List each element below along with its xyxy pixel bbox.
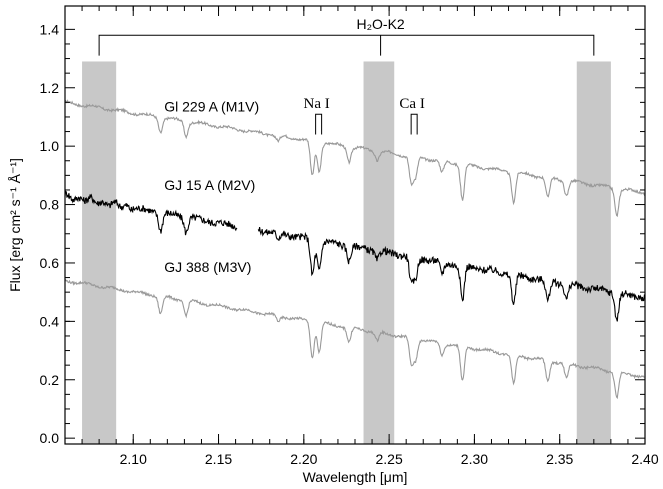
plot-frame (64, 5, 646, 445)
series-line-1 (65, 99, 646, 218)
y-tick-label-3: 0.6 (40, 255, 60, 271)
y-tick-label-1: 0.2 (40, 372, 60, 388)
series-label-3: GJ 388 (M3V) (164, 259, 251, 275)
series-line-3 (64, 279, 645, 400)
x-axis-label: Wavelength [μm] (303, 469, 408, 485)
y-tick-label-6: 1.2 (40, 80, 60, 96)
band-3 (576, 61, 611, 444)
series-line-2 (64, 190, 646, 322)
x-tick-label-2: 2.20 (290, 451, 317, 467)
h2o-bracket (98, 34, 595, 56)
line-label-1: Na I (303, 96, 329, 112)
line-label-2: Ca I (399, 96, 424, 112)
y-axis-label: Flux [erg cm² s⁻¹ Å⁻¹] (7, 158, 23, 292)
x-tick-label-3: 2.25 (375, 451, 402, 467)
y-tick-label-4: 0.8 (40, 197, 60, 213)
y-tick-label-0: 0.0 (40, 430, 60, 446)
band-1 (82, 61, 117, 444)
line-marker-1 (315, 113, 323, 135)
y-tick-label-2: 0.4 (40, 313, 60, 329)
annotations: H₂O-K2 Na I Ca I (98, 16, 595, 135)
series-label-2: GJ 15 A (M2V) (164, 177, 255, 193)
series-label-1: Gl 229 A (M1V) (164, 98, 259, 114)
axes: 2.10 2.15 2.20 2.25 2.30 2.35 2.40 0.0 0.2 0.4 0.6… (7, 5, 659, 485)
x-tick-label-4: 2.30 (461, 451, 488, 467)
x-tick-label-6: 2.40 (631, 451, 658, 467)
spectrum-lines: Gl 229 A (M1V) GJ 15 A (M2V) GJ 388 (M3V) (64, 98, 646, 400)
y-tick-label-5: 1.0 (40, 138, 60, 154)
x-tick-label-0: 2.10 (120, 451, 147, 467)
y-tick-label-7: 1.4 (40, 21, 60, 37)
line-marker-2 (410, 113, 418, 135)
x-tick-label-5: 2.35 (546, 451, 573, 467)
bracket-label: H₂O-K2 (356, 16, 404, 32)
x-tick-label-1: 2.15 (205, 451, 232, 467)
